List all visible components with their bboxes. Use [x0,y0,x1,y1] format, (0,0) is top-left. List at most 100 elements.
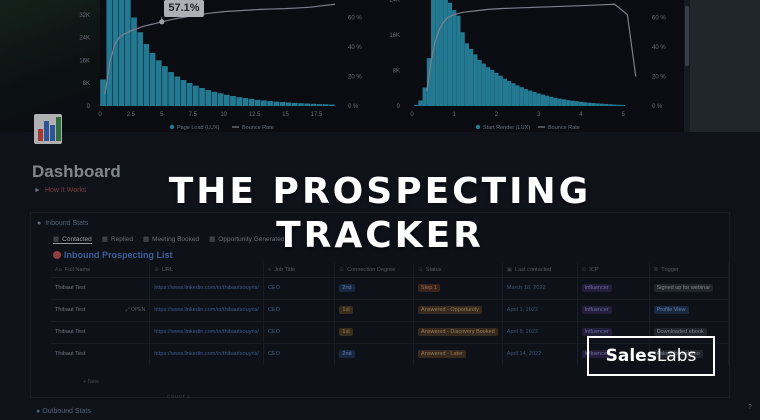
x-tick-label: 10 [220,112,227,118]
table-row[interactable]: Thibaut Test https://www.linkedin.com/in… [51,342,730,365]
text-icon: Aa [55,266,62,273]
cell-name[interactable]: Thibaut Test [51,342,151,365]
background-photo-left [0,0,100,132]
new-row-button[interactable]: + New [83,379,99,385]
x-tick-label: 5 [621,112,625,118]
cell-trigger[interactable]: Signed up for webinar [649,276,730,299]
open-row-button[interactable]: ⤢ OPEN [126,307,146,313]
outbound-stats-heading[interactable]: ● Outbound Stats [36,408,91,415]
column-label: Last contacted [515,266,552,273]
how-it-works-toggle[interactable]: ► How It Works [34,187,86,194]
histogram-bar [595,103,600,106]
cell-status[interactable]: Step 1 [413,276,503,299]
headline-line-1: THE PROSPECTING [168,171,592,212]
help-button[interactable]: ? [748,404,752,411]
cell-status[interactable]: Answered - Later [413,342,503,365]
column-header-url[interactable]: ⊘ URL [149,263,264,277]
column-header-icp[interactable]: ⊙ ICP [577,263,650,277]
column-header-last-contacted[interactable]: ▣ Last contacted [502,263,578,277]
outbound-stats-label: Outbound Stats [42,408,91,415]
cell-icp[interactable]: Influencer [577,342,650,365]
histogram-bar [561,99,567,106]
histogram-bar [523,89,529,106]
y2-tick-label: 40 % [652,45,666,51]
cell-date[interactable]: April 8, 2022 [502,320,578,343]
cell-name[interactable]: Thibaut Test [51,320,151,343]
cell-url[interactable]: https://www.linkedin.com/in/thibautsouyr… [149,342,264,365]
tab-replied[interactable]: ▦ Replied [102,235,133,244]
histogram-bar [452,10,457,106]
y-tick-label: 24K [389,0,400,4]
y-tick-label: 8K [393,69,400,75]
histogram-bar [583,102,588,106]
table-row[interactable]: Thibaut Test ⤢ OPEN https://www.linkedin.… [51,298,730,321]
cell-job-title[interactable]: CEO [263,298,336,321]
histogram-bar [502,78,507,106]
histogram-bar [540,94,545,106]
status-tag: Answered - Later [418,350,466,359]
x-tick-label: 1 [453,112,457,118]
cell-degree[interactable]: 2nd [334,276,415,299]
cell-name[interactable]: Thibaut Test ⤢ OPEN [51,298,151,321]
histogram-bar [106,0,113,106]
histogram-bar [426,58,431,106]
y2-tick-label: 0 % [652,104,663,110]
cell-trigger[interactable]: Profile View [649,298,730,321]
column-label: Full Name [64,266,91,273]
chart-scrollbar[interactable] [684,0,690,132]
x-tick-label: 2.5 [127,112,136,118]
column-header-full-name[interactable]: Aa Full Name [51,263,151,277]
cell-job-title[interactable]: CEO [263,342,336,365]
cell-url[interactable]: https://www.linkedin.com/in/thibautsouyr… [149,298,264,321]
cell-job-title[interactable]: CEO [263,320,336,343]
histogram-bar [248,98,255,106]
cell-status[interactable]: Answered - Discovery Booked [413,320,503,343]
tab-opportunity-generated[interactable]: ▦ Opportunity Generated [209,235,284,244]
headline-line-2: TRACKER [276,215,484,256]
column-header-connection-degree[interactable]: ⊙ Connection Degree [334,263,415,277]
cell-status[interactable]: Answered - Opportunity [413,298,503,321]
table-row[interactable]: Thibaut Test https://www.linkedin.com/in… [51,276,730,299]
cell-icp[interactable]: Influencer [577,276,650,299]
histogram-bar [621,104,626,106]
cell-name[interactable]: Thibaut Test [51,276,151,299]
cell-degree[interactable]: 1st [334,298,415,321]
histogram-bar [285,102,292,106]
x-tick-label: 4 [579,112,583,118]
histogram-bar [477,59,482,106]
column-header-status[interactable]: ⊙ Status [413,263,503,277]
cell-date[interactable]: April 14, 2022 [502,342,578,365]
row-count[interactable]: COUNT 5 [167,394,191,399]
histogram-bar [485,67,491,106]
column-header-trigger[interactable]: ≣ Trigger [649,263,730,277]
tab-label: Contacted [62,236,92,243]
saleslabs-logo: SalesLabs [587,336,715,376]
view-tabs: ▦ Contacted ▦ Replied ▦ Meeting Booked ▦ Opp… [53,235,284,244]
histogram-bar [447,2,453,106]
tab-meeting-booked[interactable]: ▦ Meeting Booked [143,235,199,244]
cell-date[interactable]: April 1, 2022 [502,298,578,321]
cell-trigger[interactable]: Asked for a demo [649,342,730,365]
column-header-job-title[interactable]: ≡ Job Title [263,263,336,277]
cell-url[interactable]: https://www.linkedin.com/in/thibautsouyr… [149,320,264,343]
bounce-rate-line [426,3,637,92]
cell-job-title[interactable]: CEO [263,276,336,299]
cell-date[interactable]: March 18, 2022 [502,276,578,299]
database-title[interactable]: Inbound Prospecting List [53,250,173,260]
cell-url[interactable]: https://www.linkedin.com/in/thibautsouyr… [149,276,264,299]
histogram-bar [236,97,242,106]
chart-scrollbar-thumb[interactable] [685,6,689,66]
histogram-bar [494,72,499,106]
tab-contacted[interactable]: ▦ Contacted [53,235,92,244]
cell-degree[interactable]: 2nd [334,342,415,365]
histogram-bar [570,100,575,106]
tab-label: Meeting Booked [152,236,200,243]
cell-degree[interactable]: 1st [334,320,415,343]
histogram-bar [608,104,613,106]
logo-text-bold: Sales [605,346,657,366]
degree-tag: 1st [339,306,353,314]
inbound-stats-heading[interactable]: ● Inbound Stats [37,220,88,227]
histogram-bar [112,0,119,106]
cell-icp[interactable]: Influencer [577,298,650,321]
histogram-bar [612,104,617,106]
